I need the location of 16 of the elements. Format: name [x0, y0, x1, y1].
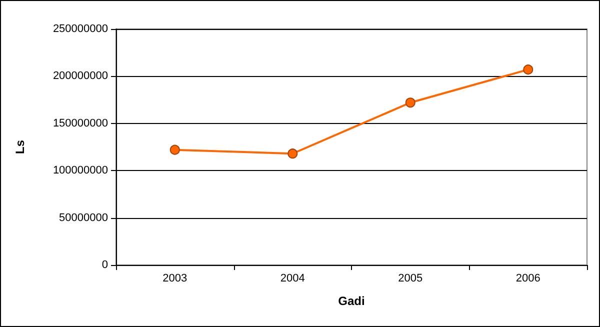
y-tick-label: 50000000: [59, 212, 108, 224]
point: [170, 144, 180, 155]
x-tick-label: 2005: [398, 272, 423, 284]
y-tick-label: 250000000: [52, 23, 108, 35]
y-tick-label: 200000000: [52, 70, 108, 82]
y-tick-label: 100000000: [52, 164, 108, 177]
y-tick-label: 150000000: [52, 117, 108, 130]
point: [288, 148, 298, 159]
point: [523, 64, 534, 75]
y-tick-label: 0: [102, 259, 108, 271]
x-tick-label: 2006: [516, 272, 540, 284]
x-tick-label: 2004: [280, 272, 305, 284]
x-axis-title: Gadi: [338, 294, 365, 308]
x-tick-label: 2003: [162, 272, 188, 284]
y-axis-title: Ls: [13, 140, 27, 154]
point: [405, 98, 416, 108]
